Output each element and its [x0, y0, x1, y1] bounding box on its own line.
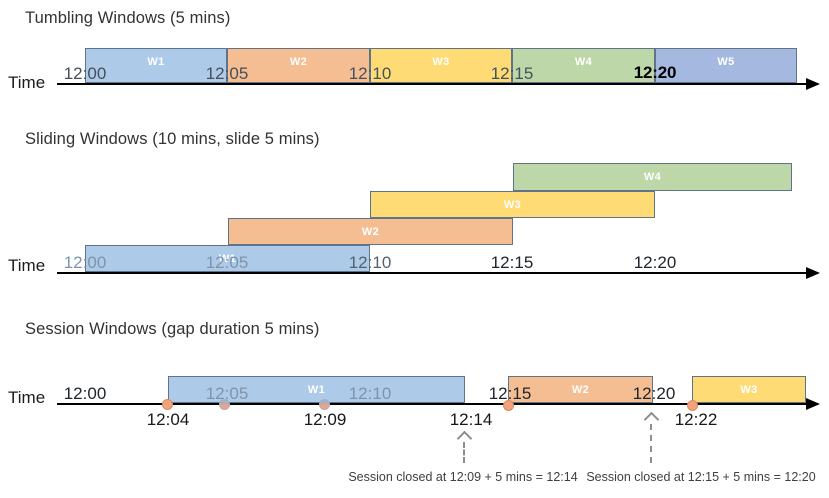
session-event-label-1222: 12:22: [674, 410, 718, 429]
session-window-w2: W2: [508, 376, 653, 403]
tumbling-timeline: [57, 83, 807, 85]
event-dot-1215: [503, 400, 514, 411]
session-window-w1: W1: [168, 376, 465, 403]
session-tick-1220: 12:20: [632, 384, 676, 403]
sliding-timeline: [57, 272, 807, 274]
session-close-label-1214: 12:14: [449, 410, 493, 429]
sliding-window-w4: W4: [513, 163, 792, 191]
tumbling-tick-1215: 12:15: [490, 64, 534, 83]
sliding-tick-1205: 12:05: [205, 253, 249, 272]
session-window-w3: W3: [692, 376, 806, 403]
sliding-tick-1210: 12:10: [348, 253, 392, 272]
session-event-label-1209: 12:09: [303, 410, 347, 429]
tumbling-tick-1210: 12:10: [348, 64, 392, 83]
session-timeline: [57, 403, 807, 405]
event-dot-1204: [162, 399, 173, 410]
sliding-tick-1215: 12:15: [490, 253, 534, 272]
sliding-tick-1220: 12:20: [633, 253, 677, 272]
event-dot-1209: [319, 399, 330, 410]
tumbling-window-w1: W1: [85, 48, 227, 83]
tumbling-tick-1200: 12:00: [63, 64, 107, 83]
session-tick-1210: 12:10: [348, 384, 392, 403]
dashed-arrow-line: [650, 424, 652, 463]
dashed-arrow-line: [463, 442, 465, 463]
session-time-axis-label: Time: [8, 388, 46, 407]
session-annotation-right: Session closed at 12:15 + 5 mins = 12:20: [586, 470, 816, 484]
timeline-arrowhead-icon: [806, 398, 820, 410]
sliding-window-w3: W3: [370, 191, 655, 218]
timeline-arrowhead-icon: [806, 267, 820, 279]
sliding-title: Sliding Windows (10 mins, slide 5 mins): [25, 130, 320, 148]
tumbling-window-w3: W3: [370, 48, 512, 83]
tumbling-time-axis-label: Time: [8, 73, 46, 92]
sliding-tick-1200: 12:00: [63, 253, 107, 272]
sliding-window-w2: W2: [228, 218, 513, 245]
session-tick-1205: 12:05: [205, 384, 249, 403]
tumbling-tick-1220: 12:20: [633, 63, 677, 82]
tumbling-title: Tumbling Windows (5 mins): [25, 9, 231, 27]
session-tick-1215: 12:15: [488, 384, 532, 403]
event-dot-1222: [687, 400, 698, 411]
tumbling-window-w2: W2: [227, 48, 370, 83]
session-annotation-left: Session closed at 12:09 + 5 mins = 12:14: [348, 470, 578, 484]
session-event-label-1204: 12:04: [146, 410, 190, 429]
event-dot-1206: [219, 399, 230, 410]
timeline-arrowhead-icon: [806, 78, 820, 90]
session-title: Session Windows (gap duration 5 mins): [25, 320, 320, 338]
sliding-time-axis-label: Time: [8, 256, 46, 275]
sliding-window-w1: W1: [85, 245, 370, 272]
tumbling-tick-1205: 12:05: [205, 64, 249, 83]
tumbling-window-w4: W4: [512, 48, 655, 83]
session-tick-1200: 12:00: [63, 384, 107, 403]
tumbling-window-w5: W5: [655, 48, 797, 83]
